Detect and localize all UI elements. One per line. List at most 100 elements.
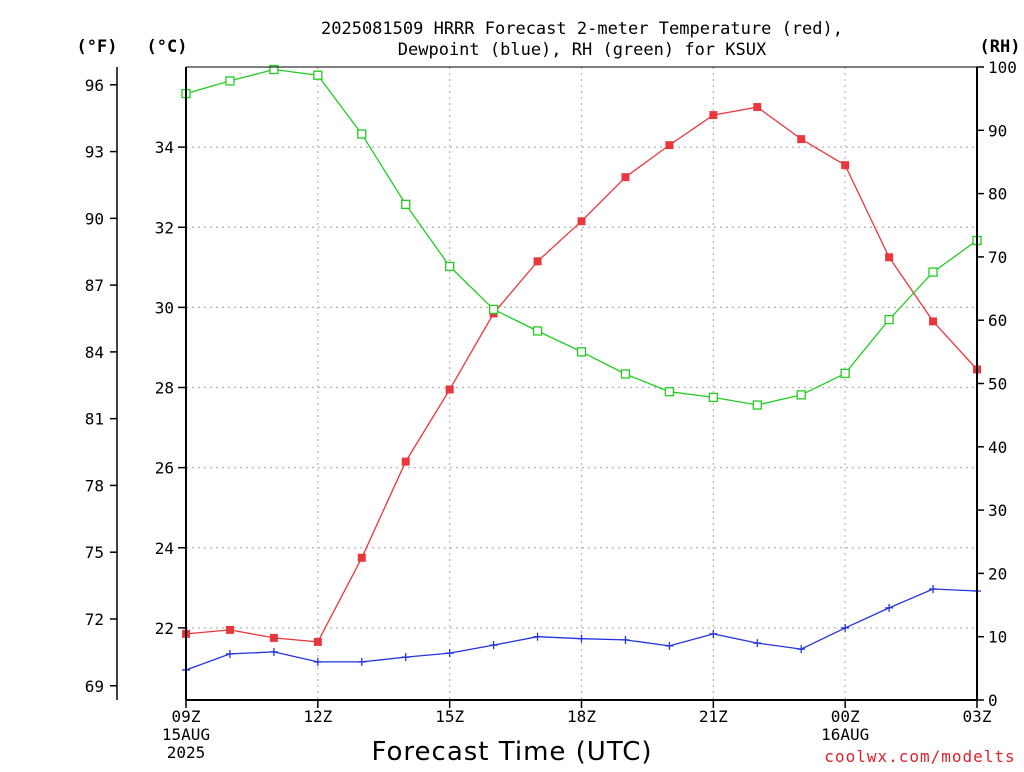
grid-layer (186, 67, 977, 700)
fahrenheit-tick-label-90: 90 (85, 209, 104, 228)
rh-point-14 (796, 390, 806, 400)
temperature-point-3 (313, 637, 322, 646)
temperature-point-1 (225, 625, 234, 634)
dewpoint-point-16 (885, 603, 894, 612)
temperature-point-16 (885, 253, 894, 262)
fahrenheit-tick-label-84: 84 (85, 343, 104, 362)
fahrenheit-tick-label-78: 78 (85, 476, 104, 495)
x-tick-label-15h-line1: 00Z (831, 707, 860, 726)
rh-tick-label-90: 90 (988, 121, 1007, 140)
rh-point-6 (445, 261, 455, 272)
rh-point-7 (488, 304, 499, 315)
rh-point-2 (269, 64, 279, 75)
fahrenheit-tick-label-69: 69 (85, 677, 104, 696)
temperature-point-2 (269, 633, 278, 642)
rh-tick-label-0: 0 (988, 691, 998, 710)
dewpoint-point-9 (577, 634, 586, 643)
chart-title-line-1: 2025081509 HRRR Forecast 2-meter Tempera… (321, 19, 843, 39)
celsius-tick-label-30: 30 (155, 298, 174, 317)
rh-point-4 (357, 129, 367, 139)
celsius-tick-label-34: 34 (155, 138, 174, 157)
rh-point-1 (225, 76, 235, 86)
rh-point-8 (532, 326, 543, 336)
celsius-unit-label: (°C) (147, 37, 188, 57)
rh-point-17 (928, 267, 938, 277)
dewpoint-point-7 (489, 641, 498, 650)
dewpoint-point-14 (797, 645, 806, 654)
credit-label: coolwx.com/modelts (824, 747, 1015, 766)
temperature-point-6 (445, 385, 454, 394)
rh-tick-label-60: 60 (988, 311, 1007, 330)
x-tick-label-18h-line1: 03Z (963, 707, 992, 726)
temperature-point-9 (577, 217, 586, 226)
dewpoint-point-6 (445, 649, 454, 658)
dewpoint-point-11 (665, 641, 674, 650)
rh-tick-label-70: 70 (988, 248, 1007, 267)
fahrenheit-tick-label-96: 96 (85, 76, 104, 95)
dewpoint-point-17 (929, 585, 938, 594)
dewpoint-point-3 (313, 657, 322, 666)
dewpoint-point-8 (533, 632, 542, 641)
rh-point-12 (708, 392, 718, 403)
fahrenheit-tick-label-93: 93 (85, 143, 104, 162)
x-tick-label-0h-line2: 15AUG (162, 725, 210, 744)
temperature-point-5 (401, 457, 410, 466)
rh-point-10 (620, 369, 631, 379)
celsius-tick-label-26: 26 (155, 459, 174, 478)
fahrenheit-tick-label-81: 81 (85, 410, 104, 429)
temperature-point-15 (841, 161, 850, 170)
x-tick-label-15h-line2: 16AUG (821, 725, 869, 744)
rh-tick-label-10: 10 (988, 628, 1007, 647)
rh-point-9 (576, 347, 587, 357)
temperature-point-14 (797, 135, 806, 144)
temperature-point-4 (357, 553, 366, 562)
x-axis-title: Forecast Time (UTC) (371, 737, 652, 767)
x-tick-label-6h-line1: 15Z (435, 707, 464, 726)
dewpoint-point-4 (357, 657, 366, 666)
fahrenheit-tick-label-87: 87 (85, 276, 104, 295)
temperature-point-11 (665, 141, 674, 150)
celsius-tick-label-24: 24 (155, 539, 174, 558)
rh-point-3 (313, 70, 323, 80)
dewpoint-point-10 (621, 635, 630, 644)
temperature-point-8 (533, 257, 542, 266)
rh-tick-label-80: 80 (988, 185, 1007, 204)
dewpoint-point-13 (753, 639, 762, 648)
x-tick-label-0h-line1: 09Z (172, 707, 201, 726)
rh-tick-label-40: 40 (988, 438, 1007, 457)
rh-unit-label: (RH) (980, 37, 1021, 57)
axes-layer: 69 72 75 78 81 84 87 90 93 96 22 24 26 28 30 32 34 0 10 20 3… (85, 58, 1017, 762)
celsius-tick-label-28: 28 (155, 379, 174, 398)
rh-point-13 (752, 400, 762, 410)
dewpoint-point-15 (841, 623, 850, 632)
celsius-tick-label-32: 32 (155, 218, 174, 237)
rh-tick-label-30: 30 (988, 501, 1007, 520)
temperature-point-13 (753, 103, 762, 112)
rh-point-5 (401, 199, 411, 210)
rh-tick-label-20: 20 (988, 564, 1007, 583)
x-tick-label-9h-line1: 18Z (567, 707, 596, 726)
series-layer (181, 64, 982, 674)
temperature-point-17 (929, 317, 938, 326)
fahrenheit-tick-label-75: 75 (85, 543, 104, 562)
fahrenheit-tick-label-72: 72 (85, 610, 104, 629)
temperature-point-10 (621, 173, 630, 182)
chart-title-line-2: Dewpoint (blue), RH (green) for KSUX (398, 40, 767, 60)
rh-tick-label-50: 50 (988, 375, 1007, 394)
x-tick-label-0h-line3: 2025 (167, 743, 206, 762)
fahrenheit-unit-label: (°F) (77, 37, 118, 57)
celsius-tick-label-22: 22 (155, 619, 174, 638)
x-tick-label-3h-line1: 12Z (303, 707, 332, 726)
dewpoint-point-2 (269, 647, 278, 656)
rh-tick-label-100: 100 (988, 58, 1017, 77)
dewpoint-point-5 (401, 653, 410, 662)
rh-point-16 (884, 314, 894, 325)
temperature-point-12 (709, 111, 718, 120)
rh-point-15 (840, 368, 850, 379)
dewpoint-point-1 (225, 649, 234, 658)
dewpoint-point-12 (709, 629, 718, 638)
x-tick-label-12h-line1: 21Z (699, 707, 728, 726)
rh-point-11 (664, 387, 675, 397)
